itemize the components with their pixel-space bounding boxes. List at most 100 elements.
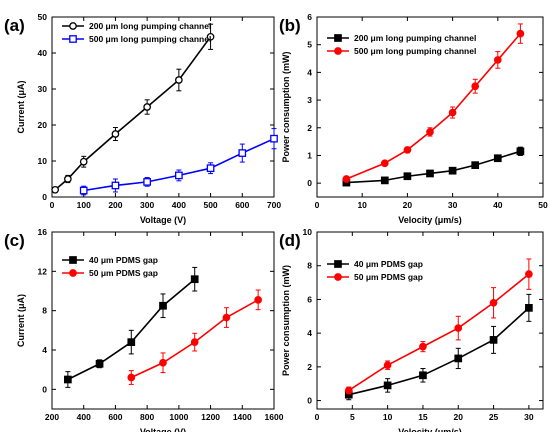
x-tick-label: 15 bbox=[418, 412, 428, 422]
y-axis-title: Power consumption (mW) bbox=[281, 52, 291, 163]
y-tick-label: 0 bbox=[42, 192, 47, 202]
y-tick-label: 3 bbox=[307, 95, 312, 105]
y-tick-label: 30 bbox=[38, 84, 48, 94]
data-point bbox=[516, 29, 525, 38]
data-point bbox=[95, 359, 104, 368]
plot-frame bbox=[316, 231, 544, 410]
legend-entry: 500 μm long pumping channel bbox=[62, 34, 211, 44]
data-point bbox=[69, 35, 77, 43]
panel-2: (c) 200 400 600 800 1000 1200 1400 1600 0 4 8 12 16 Vo… bbox=[4, 227, 284, 432]
series-1 bbox=[127, 289, 262, 385]
x-tick-label: 40 bbox=[493, 200, 503, 210]
data-point bbox=[175, 171, 183, 180]
y-axis-title: Current (μA) bbox=[16, 294, 26, 347]
data-point bbox=[143, 178, 151, 186]
data-point bbox=[493, 154, 502, 163]
y-tick-label: 50 bbox=[38, 12, 48, 22]
x-tick-label: 200 bbox=[45, 412, 59, 422]
data-point bbox=[159, 358, 167, 367]
panel-3: (d) 0 5 10 15 20 25 30 0 2 4 6 8 10 Velocity (μm/s) Pow… bbox=[279, 227, 544, 432]
data-point bbox=[493, 56, 502, 64]
y-tick-label: 0 bbox=[307, 178, 312, 188]
y-tick-label: 8 bbox=[42, 306, 47, 316]
data-point bbox=[525, 270, 533, 278]
x-tick-label: 700 bbox=[267, 200, 281, 210]
legend-label: 200 μm long pumping channel bbox=[89, 21, 211, 31]
x-tick-label: 1600 bbox=[265, 412, 284, 422]
data-point bbox=[344, 386, 353, 395]
data-point bbox=[190, 275, 199, 284]
y-tick-label: 12 bbox=[38, 266, 48, 276]
data-point bbox=[190, 338, 199, 346]
y-tick-label: 20 bbox=[38, 120, 48, 130]
x-tick-label: 30 bbox=[448, 200, 458, 210]
x-tick-label: 10 bbox=[383, 412, 393, 422]
y-tick-label: 10 bbox=[303, 227, 313, 237]
data-point bbox=[79, 186, 88, 195]
x-axis-title: Voltage (V) bbox=[140, 215, 186, 225]
series-line bbox=[348, 273, 530, 392]
data-point bbox=[69, 22, 77, 30]
x-tick-label: 200 bbox=[108, 200, 122, 210]
plot-frame bbox=[51, 16, 275, 198]
legend-entry: 50 μm PDMS gap bbox=[62, 268, 158, 278]
panel-label: (b) bbox=[279, 16, 301, 35]
series-0 bbox=[64, 266, 199, 388]
data-point bbox=[383, 381, 392, 390]
x-tick-label: 1200 bbox=[201, 412, 220, 422]
legend-label: 50 μm PDMS gap bbox=[89, 268, 158, 278]
data-point bbox=[471, 82, 480, 91]
data-point bbox=[489, 298, 498, 307]
data-point bbox=[516, 147, 525, 156]
legend-entry: 40 μm PDMS gap bbox=[327, 259, 423, 269]
legend-entry: 200 μm long pumping channel bbox=[327, 33, 476, 43]
legend-label: 200 μm long pumping channel bbox=[354, 33, 476, 43]
series-1 bbox=[344, 258, 533, 395]
data-point bbox=[206, 32, 215, 41]
data-point bbox=[342, 175, 351, 183]
data-point bbox=[64, 175, 72, 183]
series-0 bbox=[51, 23, 215, 194]
plot-frame bbox=[316, 16, 544, 198]
x-tick-label: 600 bbox=[235, 200, 249, 210]
y-tick-label: 6 bbox=[307, 12, 312, 22]
x-axis-title: Voltage (V) bbox=[140, 427, 186, 432]
y-tick-label: 4 bbox=[307, 67, 312, 77]
data-point bbox=[143, 103, 151, 111]
y-tick-label: 40 bbox=[38, 48, 48, 58]
x-tick-label: 300 bbox=[140, 200, 154, 210]
data-point bbox=[79, 157, 88, 166]
x-tick-label: 20 bbox=[454, 412, 464, 422]
data-point bbox=[334, 260, 342, 268]
x-axis-title: Velocity (μm/s) bbox=[398, 215, 462, 225]
data-point bbox=[454, 324, 463, 332]
data-point bbox=[111, 181, 120, 190]
y-tick-label: 2 bbox=[307, 362, 312, 372]
x-tick-label: 50 bbox=[538, 200, 548, 210]
panel-label: (d) bbox=[279, 231, 301, 250]
legend-label: 500 μm long pumping channel bbox=[354, 46, 476, 56]
data-point bbox=[380, 176, 389, 185]
data-point bbox=[448, 166, 457, 175]
data-point bbox=[51, 185, 60, 194]
legend-entry: 500 μm long pumping channel bbox=[327, 46, 476, 56]
series-line bbox=[348, 307, 530, 396]
y-tick-label: 10 bbox=[38, 156, 48, 166]
x-tick-label: 10 bbox=[357, 200, 367, 210]
x-tick-label: 1000 bbox=[169, 412, 188, 422]
x-tick-label: 5 bbox=[350, 412, 355, 422]
legend-label: 500 μm long pumping channel bbox=[89, 34, 211, 44]
data-point bbox=[454, 354, 463, 363]
x-tick-label: 25 bbox=[489, 412, 499, 422]
y-tick-label: 5 bbox=[307, 40, 312, 50]
data-point bbox=[222, 313, 231, 322]
x-tick-label: 0 bbox=[315, 200, 320, 210]
data-point bbox=[525, 304, 533, 312]
series-1 bbox=[79, 128, 278, 196]
y-tick-label: 0 bbox=[307, 396, 312, 406]
data-point bbox=[419, 371, 427, 380]
data-point bbox=[238, 149, 247, 157]
series-1 bbox=[342, 23, 525, 183]
y-tick-label: 1 bbox=[307, 150, 312, 160]
